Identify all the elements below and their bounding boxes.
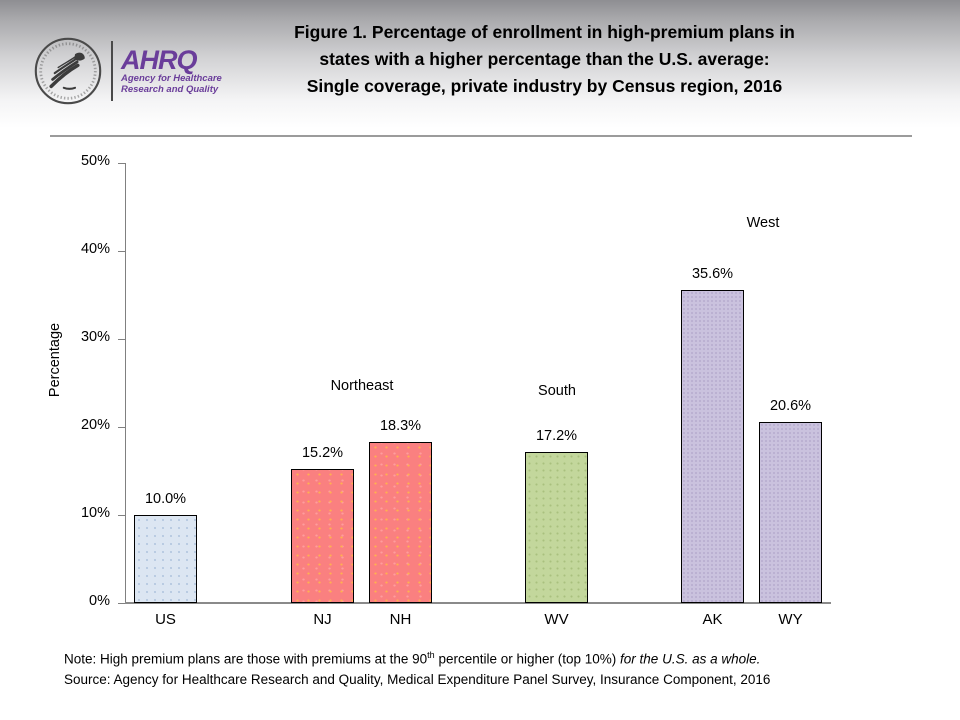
x-tick-label: WV <box>544 611 569 628</box>
bar <box>759 421 822 603</box>
x-tick-label: NH <box>389 611 412 628</box>
ahrq-tagline-line2: Research and Quality <box>121 84 219 95</box>
y-tick-mark <box>118 162 125 164</box>
figure-title: Figure 1. Percentage of enrollment in hi… <box>222 19 867 100</box>
logo-divider <box>111 41 113 101</box>
y-tick-mark <box>118 426 125 428</box>
x-axis-line <box>125 602 831 604</box>
note-middle: percentile or higher (top 10%) <box>434 651 621 667</box>
bar-value-label: 17.2% <box>535 427 578 444</box>
y-tick-label: 50% <box>80 153 110 169</box>
y-tick-mark <box>118 602 125 604</box>
bar-value-label: 15.2% <box>301 445 344 462</box>
bar <box>134 515 197 603</box>
bar-value-label: 35.6% <box>691 265 734 282</box>
region-label-west: West <box>746 215 780 231</box>
figure-title-line2: states with a higher percentage than the… <box>319 49 770 69</box>
bar <box>681 289 744 603</box>
region-label-northeast: Northeast <box>330 378 394 394</box>
figure-title-line1: Figure 1. Percentage of enrollment in hi… <box>294 22 795 42</box>
x-tick-label: AK <box>702 611 723 628</box>
bar-value-label: 10.0% <box>144 491 187 507</box>
source-text: Source: Agency for Healthcare Research a… <box>64 671 771 687</box>
note-superscript: th <box>427 650 435 660</box>
y-tick-mark <box>118 250 125 252</box>
bar <box>291 469 354 603</box>
figure-title-line3: Single coverage, private industry by Cen… <box>306 76 783 96</box>
hhs-seal-icon <box>34 37 102 105</box>
bar-value-label: 20.6% <box>769 397 812 414</box>
ahrq-tagline-line1: Agency for Healthcare <box>121 73 222 84</box>
x-tick-label: WY <box>778 611 803 628</box>
y-tick-label: 10% <box>80 505 110 521</box>
bar-value-label: 18.3% <box>379 417 422 434</box>
footer: Note: High premium plans are those with … <box>64 645 904 690</box>
y-tick-mark <box>118 338 125 340</box>
eagle-head <box>74 52 85 61</box>
header-gradient <box>0 0 960 128</box>
y-tick-mark <box>118 514 125 516</box>
y-axis-line <box>125 163 126 603</box>
bar <box>525 451 588 603</box>
x-tick-label: NJ <box>313 611 332 628</box>
note-prefix: Note: High premium plans are those with … <box>64 651 428 667</box>
logo-text: AHRQ Agency for Healthcare Research and … <box>121 45 222 96</box>
y-tick-label: 20% <box>80 417 110 433</box>
note-italic: for the U.S. as a whole. <box>620 651 761 667</box>
ahrq-wordmark: AHRQ <box>121 45 197 75</box>
header-divider <box>50 135 912 137</box>
x-tick-label: US <box>155 611 176 628</box>
bar <box>369 441 432 603</box>
region-label-south: South <box>538 383 576 399</box>
y-tick-label: 40% <box>80 241 110 257</box>
y-tick-label: 30% <box>80 329 110 345</box>
note-text: Note: High premium plans are those with … <box>64 645 904 670</box>
y-axis-label: Percentage <box>47 322 63 398</box>
ahrq-logo: AHRQ Agency for Healthcare Research and … <box>33 36 222 106</box>
y-tick-label: 0% <box>89 593 110 609</box>
